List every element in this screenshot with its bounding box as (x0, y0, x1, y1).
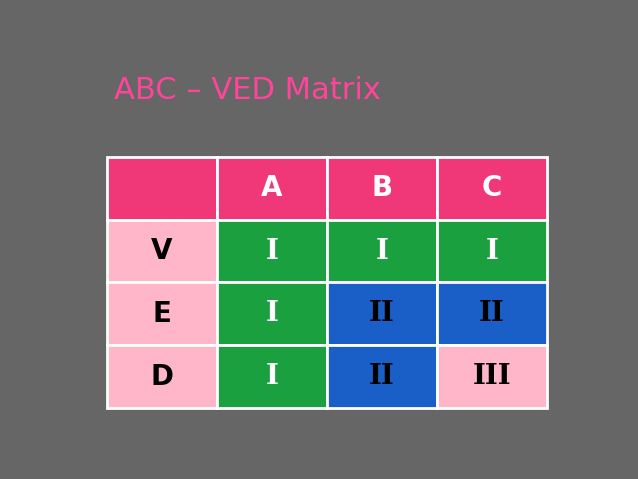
Text: V: V (151, 237, 173, 265)
Text: III: III (473, 363, 511, 390)
Text: I: I (265, 363, 278, 390)
Text: C: C (482, 174, 502, 203)
Bar (327, 220, 437, 283)
Bar (107, 157, 217, 220)
Text: ABC – VED Matrix: ABC – VED Matrix (114, 76, 382, 105)
Text: E: E (152, 300, 172, 328)
Text: I: I (486, 238, 498, 264)
Bar (437, 345, 547, 408)
Text: II: II (479, 300, 505, 327)
Bar (437, 283, 547, 345)
Text: I: I (376, 238, 389, 264)
Text: A: A (261, 174, 283, 203)
Bar (107, 345, 217, 408)
Text: I: I (265, 238, 278, 264)
Bar (217, 283, 327, 345)
Bar (437, 220, 547, 283)
Bar (217, 345, 327, 408)
Bar (327, 345, 437, 408)
Text: I: I (265, 300, 278, 327)
Text: II: II (369, 300, 395, 327)
Text: B: B (371, 174, 392, 203)
Bar (327, 283, 437, 345)
Text: II: II (369, 363, 395, 390)
Bar (217, 220, 327, 283)
Text: D: D (151, 363, 174, 390)
Bar (217, 157, 327, 220)
Bar (437, 157, 547, 220)
Bar (107, 220, 217, 283)
Bar (327, 157, 437, 220)
Bar (107, 283, 217, 345)
